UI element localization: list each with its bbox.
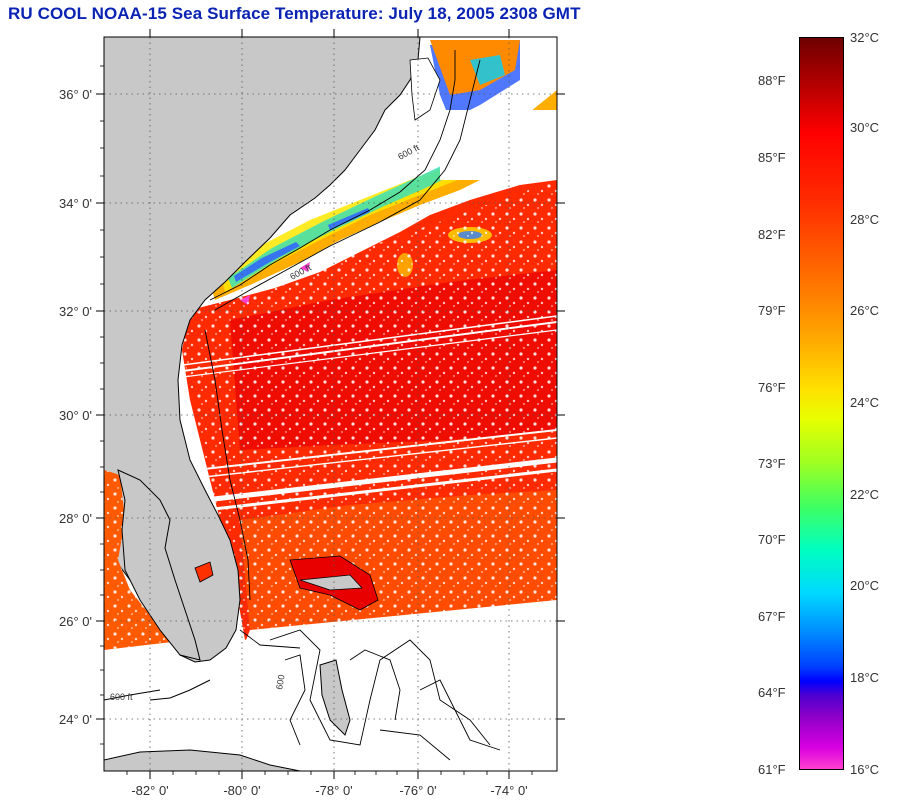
lat-label: 36° 0' [59, 87, 92, 102]
celsius-label: 24°C [850, 395, 880, 410]
gulf-speckle [104, 470, 172, 650]
celsius-label: 30°C [850, 120, 880, 135]
temperature-colorbar [799, 37, 844, 770]
lat-label: 24° 0' [59, 712, 92, 727]
florida-keys [149, 679, 211, 701]
lat-label: 34° 0' [59, 196, 92, 211]
lon-label: -74° 0' [490, 783, 527, 798]
fahrenheit-label: 85°F [758, 150, 786, 165]
fahrenheit-label: 73°F [758, 456, 786, 471]
map-title: RU COOL NOAA-15 Sea Surface Temperature:… [8, 4, 581, 23]
axis-ticks [96, 29, 565, 779]
fahrenheit-label: 82°F [758, 227, 786, 242]
lat-label: 26° 0' [59, 614, 92, 629]
fahrenheit-label: 67°F [758, 609, 786, 624]
axis-minor-ticks [100, 65, 533, 775]
cloud-patch-north [440, 110, 557, 180]
land-florida-west [117, 469, 201, 661]
lon-label: -78° 0' [315, 783, 352, 798]
depth-contours [104, 50, 481, 701]
shelf-coldest-water [234, 40, 520, 282]
land-grand-bahama [299, 574, 363, 591]
cloud-speckle [182, 180, 557, 640]
lat-label: 32° 0' [59, 304, 92, 319]
map-frame [103, 36, 558, 772]
contour-label: 600 [274, 674, 286, 691]
fahrenheit-label: 76°F [758, 380, 786, 395]
fahrenheit-label: 79°F [758, 303, 786, 318]
fahrenheit-label: 64°F [758, 685, 786, 700]
celsius-label: 16°C [850, 762, 880, 777]
lat-label: 30° 0' [59, 408, 92, 423]
lon-label: -76° 0' [399, 783, 436, 798]
celsius-label: 26°C [850, 303, 880, 318]
pamlico-sound [409, 57, 441, 121]
fahrenheit-label: 61°F [758, 762, 786, 777]
fahrenheit-label: 88°F [758, 73, 786, 88]
scan-line-gaps [174, 315, 557, 512]
graticule [104, 37, 557, 771]
contour-label: 600 ft [110, 692, 133, 702]
lake-okeechobee [194, 561, 214, 583]
fahrenheit-label: 70°F [758, 532, 786, 547]
lon-label: -80° 0' [223, 783, 260, 798]
lat-label: 28° 0' [59, 511, 92, 526]
land-bahamas-andros [319, 659, 351, 736]
land-cuba [104, 749, 301, 771]
north-cyan-patch [470, 55, 505, 85]
bahamas-bank-contours [269, 629, 501, 761]
celsius-label: 28°C [850, 212, 880, 227]
celsius-label: 20°C [850, 578, 880, 593]
celsius-label: 18°C [850, 670, 880, 685]
celsius-label: 22°C [850, 487, 880, 502]
celsius-label: 32°C [850, 30, 880, 45]
lon-label: -82° 0' [131, 783, 168, 798]
